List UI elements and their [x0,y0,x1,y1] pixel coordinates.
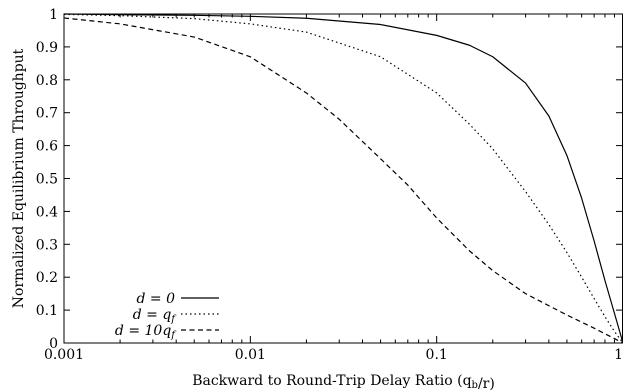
y-tick-label: 0.3 [36,237,58,253]
y-tick-label: 0.2 [36,270,58,286]
y-tick-label: 0.4 [36,204,58,220]
series-line-3 [63,17,623,344]
legend-label-2: d = qf [133,307,178,325]
y-tick-label: 1 [49,7,58,23]
y-tick-label: 0.8 [36,73,58,89]
series-line-1 [63,13,623,344]
x-tick-label: 0.001 [44,347,84,363]
legend-label-3: d = 10qf [115,323,177,341]
x-tick-label: 1 [614,347,623,363]
x-tick-label: 0.01 [235,347,266,363]
x-axis-label: Backward to Round-Trip Delay Ratio (qb/r… [192,373,495,390]
y-tick-label: 0.1 [36,303,58,319]
series-line-2 [63,13,623,344]
x-tick-label: 0.1 [426,347,448,363]
y-tick-label: 0.9 [36,40,58,56]
y-tick-label: 0.7 [36,106,58,122]
y-tick-label: 0 [49,336,58,352]
y-tick-label: 0.6 [36,139,58,155]
y-axis-label: Normalized Equilibrium Throughput [11,48,27,308]
y-tick-label: 0.5 [36,172,58,188]
legend-label-1: d = 0 [137,291,176,307]
